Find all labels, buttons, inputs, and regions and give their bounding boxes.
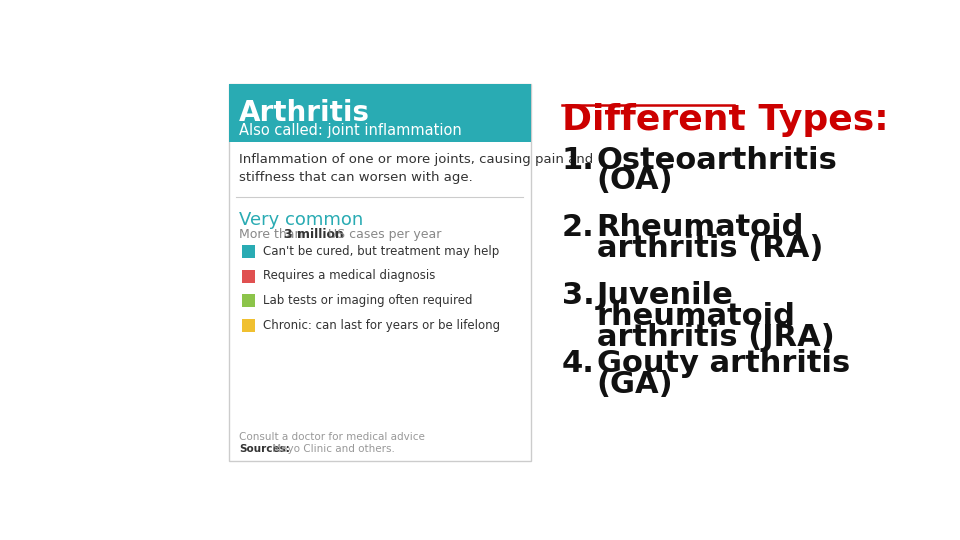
Text: Very common: Very common [239, 211, 364, 229]
Text: rheumatoid: rheumatoid [596, 302, 796, 331]
Text: More than: More than [239, 228, 307, 241]
Text: Sources:: Sources: [239, 444, 290, 454]
Text: Inflammation of one or more joints, causing pain and
stiffness that can worsen w: Inflammation of one or more joints, caus… [239, 153, 593, 184]
Text: 1.: 1. [562, 146, 594, 174]
Text: 4.: 4. [562, 349, 594, 378]
Text: Requires a medical diagnosis: Requires a medical diagnosis [263, 269, 435, 282]
FancyBboxPatch shape [242, 269, 254, 283]
Text: 2.: 2. [562, 213, 594, 242]
Text: (GA): (GA) [596, 370, 673, 399]
FancyBboxPatch shape [242, 294, 254, 307]
Text: Lab tests or imaging often required: Lab tests or imaging often required [263, 294, 472, 307]
FancyBboxPatch shape [242, 319, 254, 332]
Text: Mayo Clinic and others.: Mayo Clinic and others. [269, 444, 395, 454]
FancyBboxPatch shape [228, 84, 531, 461]
Text: arthritis (RA): arthritis (RA) [596, 234, 823, 263]
Text: Also called: joint inflammation: Also called: joint inflammation [239, 123, 462, 138]
Text: Can't be cured, but treatment may help: Can't be cured, but treatment may help [263, 245, 499, 258]
Text: Rheumatoid: Rheumatoid [596, 213, 804, 242]
Text: Consult a doctor for medical advice: Consult a doctor for medical advice [239, 432, 425, 442]
Text: Different Types:: Different Types: [562, 103, 888, 137]
Text: Arthritis: Arthritis [239, 99, 371, 127]
Text: Osteoarthritis: Osteoarthritis [596, 146, 837, 174]
Text: (OA): (OA) [596, 166, 673, 195]
Text: arthritis (JRA): arthritis (JRA) [596, 323, 834, 352]
Text: Chronic: can last for years or be lifelong: Chronic: can last for years or be lifelo… [263, 319, 500, 332]
Text: 3.: 3. [562, 281, 594, 310]
Text: 3 million: 3 million [284, 228, 345, 241]
FancyBboxPatch shape [228, 84, 531, 142]
Text: Juvenile: Juvenile [596, 281, 733, 310]
Text: Gouty arthritis: Gouty arthritis [596, 349, 850, 378]
FancyBboxPatch shape [242, 245, 254, 258]
Text: US cases per year: US cases per year [324, 228, 442, 241]
